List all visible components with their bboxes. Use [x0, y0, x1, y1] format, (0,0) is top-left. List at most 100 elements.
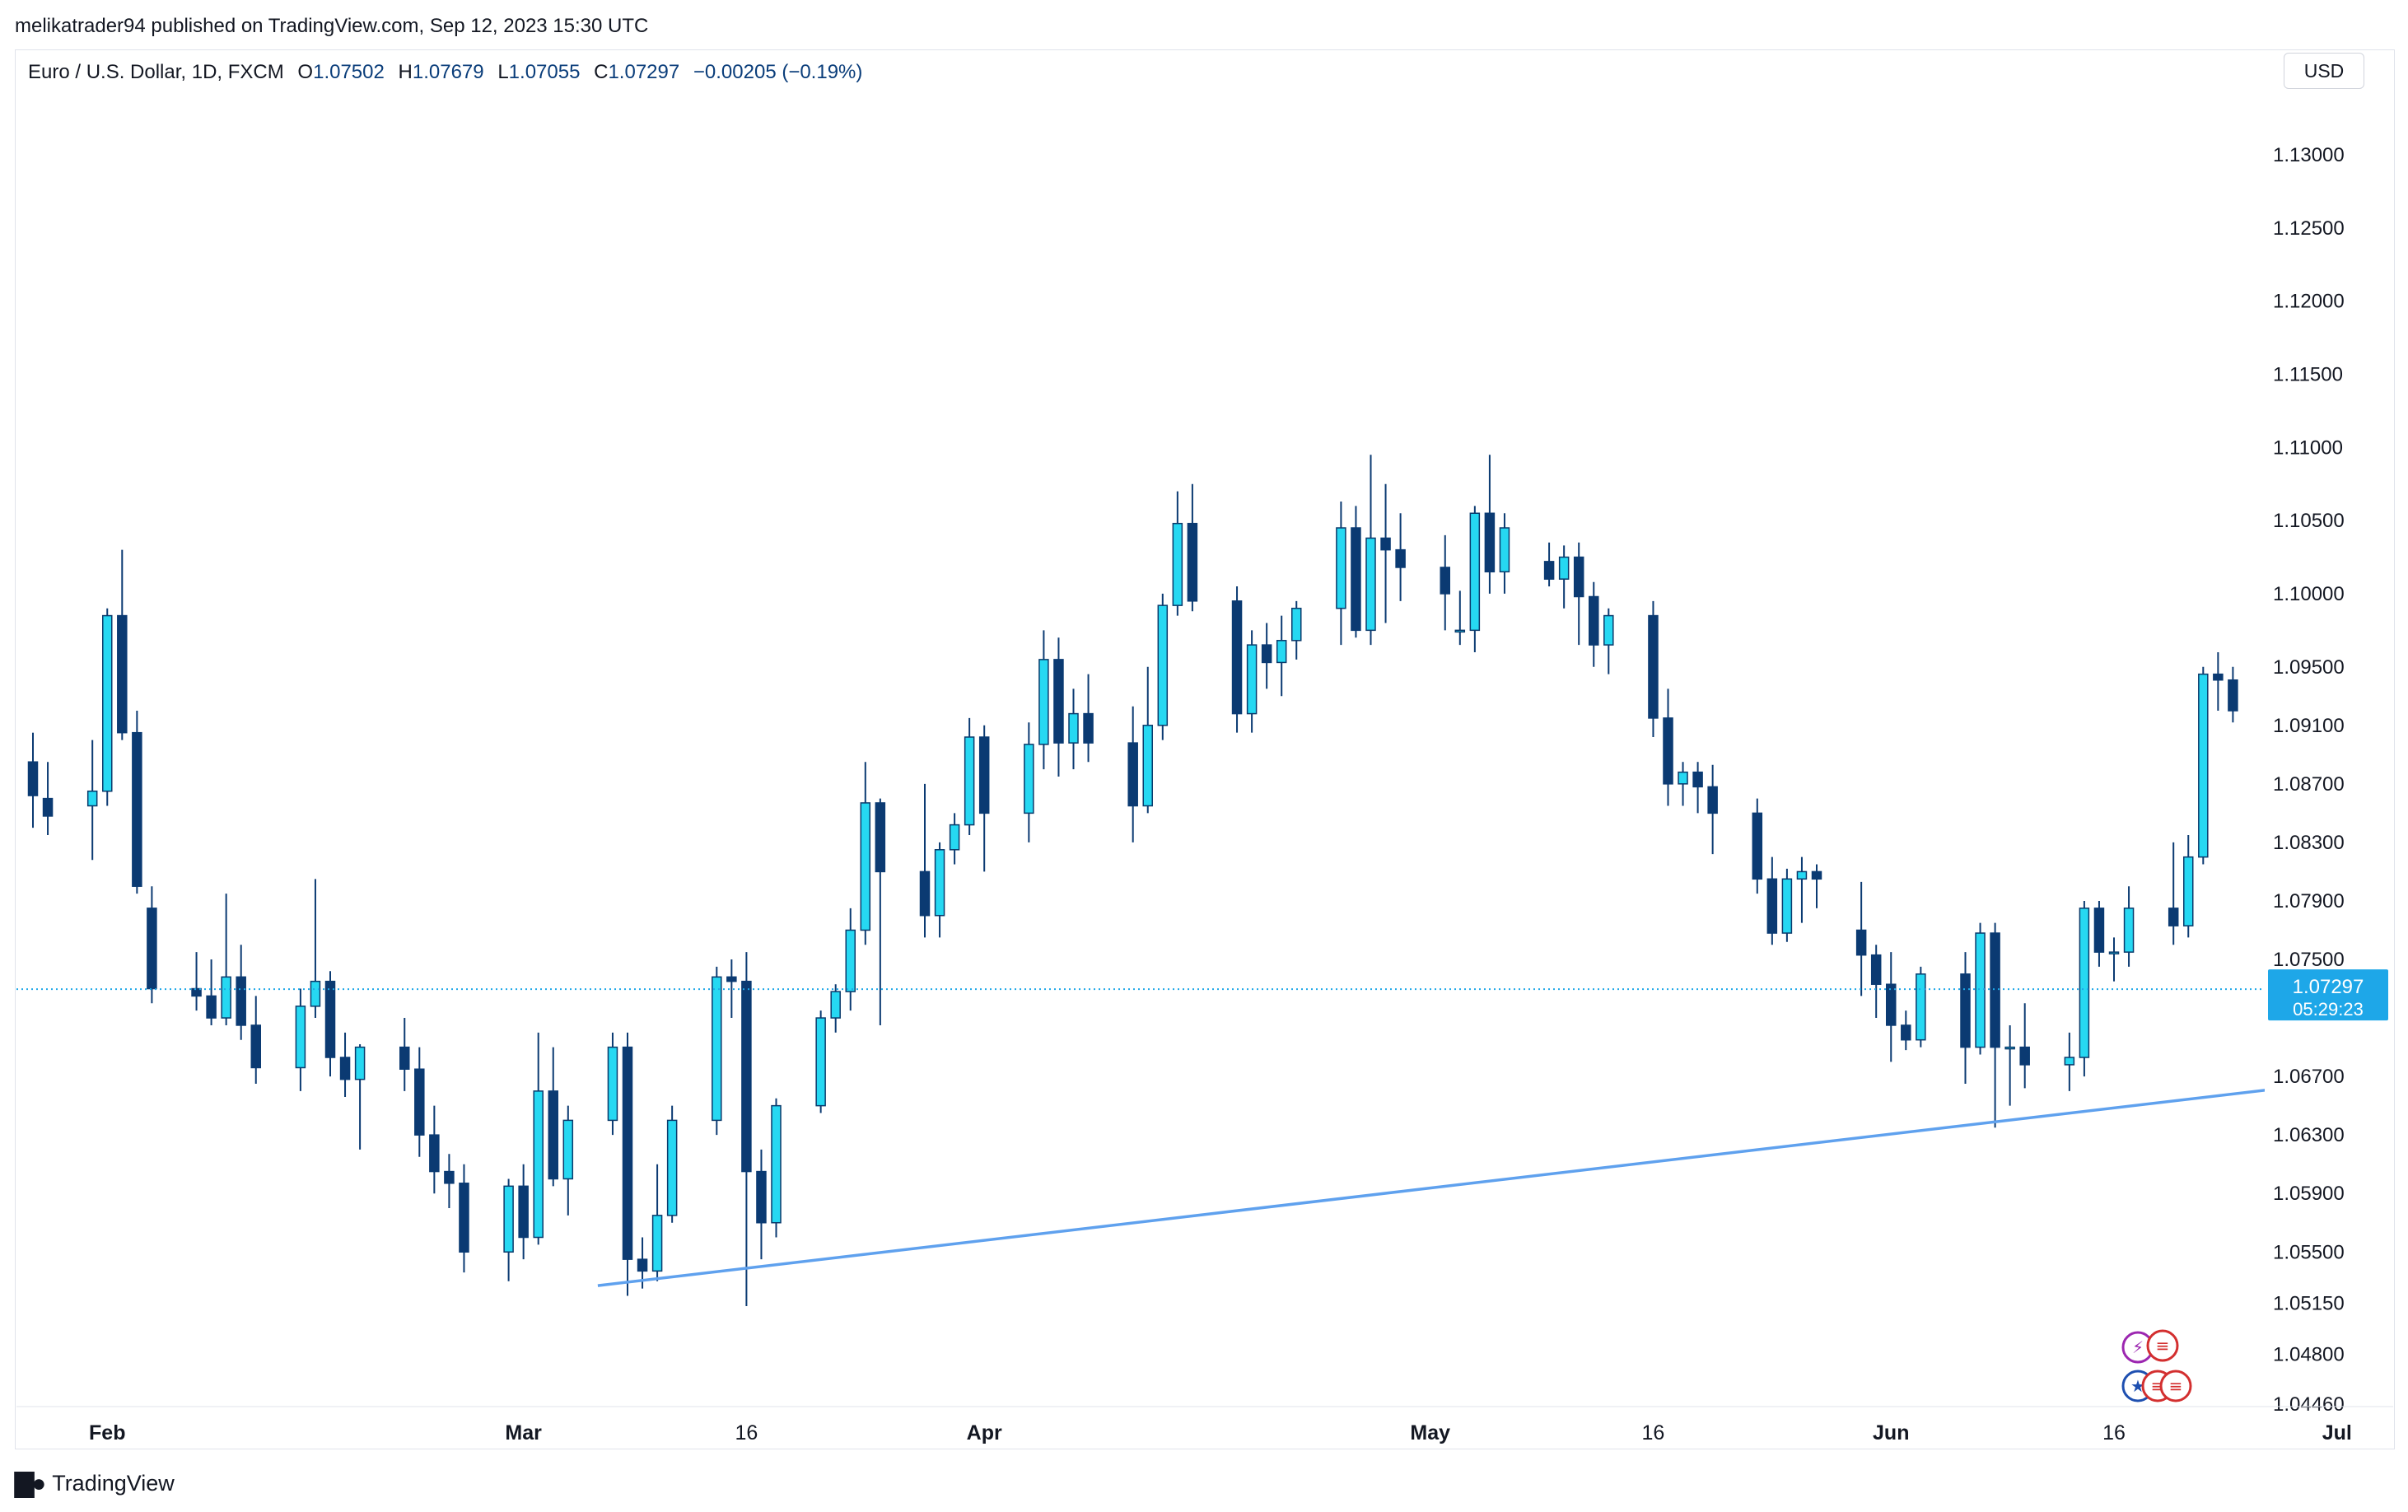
- bullish-candle: [1499, 527, 1510, 573]
- bearish-candle: [1855, 929, 1867, 956]
- bearish-candle: [250, 1024, 261, 1069]
- bearish-candle: [459, 1183, 469, 1253]
- symbol-title[interactable]: Euro / U.S. Dollar, 1D, FXCM: [28, 61, 284, 83]
- bearish-candle: [518, 1185, 529, 1239]
- bearish-candle: [978, 736, 990, 814]
- bullish-candle: [2288, 635, 2297, 726]
- bearish-candle: [1083, 712, 1094, 744]
- bullish-candle: [651, 1215, 663, 1272]
- y-tick-label: 1.11500: [2273, 363, 2343, 385]
- bullish-candle: [1469, 512, 1481, 632]
- bullish-candle: [1603, 614, 1614, 646]
- trendline[interactable]: [597, 930, 2408, 1287]
- y-tick-label: 1.12500: [2273, 217, 2345, 240]
- earnings-event-icon-glyph: ⚡: [2132, 1337, 2144, 1357]
- bearish-candle: [1707, 786, 1718, 814]
- bullish-candle: [860, 802, 871, 931]
- bullish-candle: [1276, 640, 1287, 664]
- bullish-candle: [1796, 870, 1808, 880]
- bar-countdown-label: 05:29:23: [2293, 999, 2364, 1020]
- bearish-candle: [132, 731, 142, 887]
- publish-line: melikatrader94 published on TradingView.…: [15, 15, 649, 37]
- bearish-candle: [756, 1170, 767, 1224]
- bullish-candle: [771, 1104, 782, 1224]
- bearish-candle: [1766, 878, 1778, 934]
- bullish-candle: [1024, 744, 1034, 814]
- bearish-candle: [1811, 870, 1822, 880]
- symbol-legend: Euro / U.S. Dollar, 1D, FXCM O1.07502 H1…: [28, 61, 862, 84]
- bearish-candle: [741, 980, 752, 1173]
- x-tick-label: 16: [1642, 1421, 1665, 1444]
- y-tick-label: 1.04800: [2273, 1344, 2345, 1366]
- bearish-candle: [1351, 527, 1361, 632]
- bearish-candle: [1440, 567, 1450, 595]
- bearish-candle: [726, 976, 737, 982]
- y-tick-label: 1.07500: [2273, 949, 2345, 971]
- bullish-candle: [934, 849, 945, 917]
- y-tick-label: 1.08300: [2273, 832, 2345, 854]
- bearish-candle: [147, 908, 157, 990]
- x-tick-label: Jun: [1873, 1421, 1909, 1444]
- bearish-candle: [117, 614, 128, 734]
- bearish-candle: [1870, 954, 1882, 985]
- y-tick-label: 1.08700: [2273, 773, 2345, 796]
- bearish-candle: [1886, 983, 1897, 1026]
- low-key: L: [497, 61, 509, 83]
- bullish-candle: [666, 1119, 678, 1216]
- y-tick-label: 1.04460: [2273, 1393, 2345, 1416]
- y-tick-label: 1.11000: [2273, 436, 2343, 459]
- y-tick-label: 1.13000: [2273, 144, 2345, 166]
- y-tick-label: 1.07900: [2273, 890, 2345, 912]
- bearish-candle: [1187, 522, 1198, 602]
- high-key: H: [398, 61, 413, 83]
- x-tick-label: Feb: [89, 1421, 125, 1444]
- tradingview-logo[interactable]: ▇● TradingView: [15, 1469, 175, 1498]
- bearish-candle: [548, 1090, 558, 1180]
- bearish-candle: [324, 980, 336, 1058]
- bullish-candle: [1291, 607, 1302, 642]
- bullish-candle: [607, 1046, 618, 1122]
- bearish-candle: [42, 797, 54, 817]
- bearish-candle: [2019, 1046, 2030, 1066]
- currency-button[interactable]: USD: [2284, 53, 2364, 89]
- us-flag-event-icon-3[interactable]: [2159, 1370, 2192, 1402]
- bullish-candle: [1916, 973, 1926, 1041]
- bullish-candle: [354, 1046, 366, 1080]
- y-tick-label: 1.06300: [2273, 1124, 2345, 1146]
- us-flag-event-icon[interactable]: [2146, 1329, 2179, 1362]
- chart-pane[interactable]: [15, 49, 2395, 1449]
- bearish-candle: [1589, 595, 1599, 646]
- bearish-candle: [1127, 742, 1138, 807]
- y-tick-label: 1.09100: [2273, 715, 2345, 737]
- y-tick-label: 1.10500: [2273, 510, 2345, 532]
- bearish-candle: [2093, 908, 2105, 953]
- x-tick-label: Apr: [967, 1421, 1002, 1444]
- bearish-candle: [1573, 556, 1584, 598]
- bullish-candle: [102, 614, 113, 792]
- plot-area[interactable]: [27, 190, 2408, 1306]
- x-tick-label: 16: [735, 1421, 758, 1444]
- close-value: 1.07297: [608, 61, 680, 83]
- last-price-label-bg: [2268, 969, 2388, 1021]
- bearish-candle: [622, 1046, 633, 1260]
- open-value: 1.07502: [313, 61, 385, 83]
- y-tick-label: 1.06700: [2273, 1066, 2345, 1088]
- bearish-candle: [339, 1057, 351, 1080]
- bullish-candle: [2079, 908, 2090, 1058]
- bearish-candle: [1543, 561, 1555, 580]
- bearish-candle: [429, 1134, 440, 1173]
- bullish-candle: [1157, 604, 1169, 726]
- bullish-candle: [1172, 522, 1183, 606]
- bearish-candle: [27, 761, 39, 796]
- us-flag-event-icon-glyph: ≡: [2156, 1336, 2170, 1356]
- bullish-candle: [221, 976, 231, 1019]
- y-tick-label: 1.09500: [2273, 656, 2345, 679]
- bullish-candle: [964, 736, 975, 826]
- x-tick-label: Mar: [505, 1421, 542, 1444]
- bearish-candle: [1380, 537, 1391, 551]
- bearish-candle: [191, 987, 202, 997]
- bullish-candle: [1678, 771, 1688, 785]
- low-value: 1.07055: [508, 61, 581, 83]
- x-tick-label: May: [1410, 1421, 1450, 1444]
